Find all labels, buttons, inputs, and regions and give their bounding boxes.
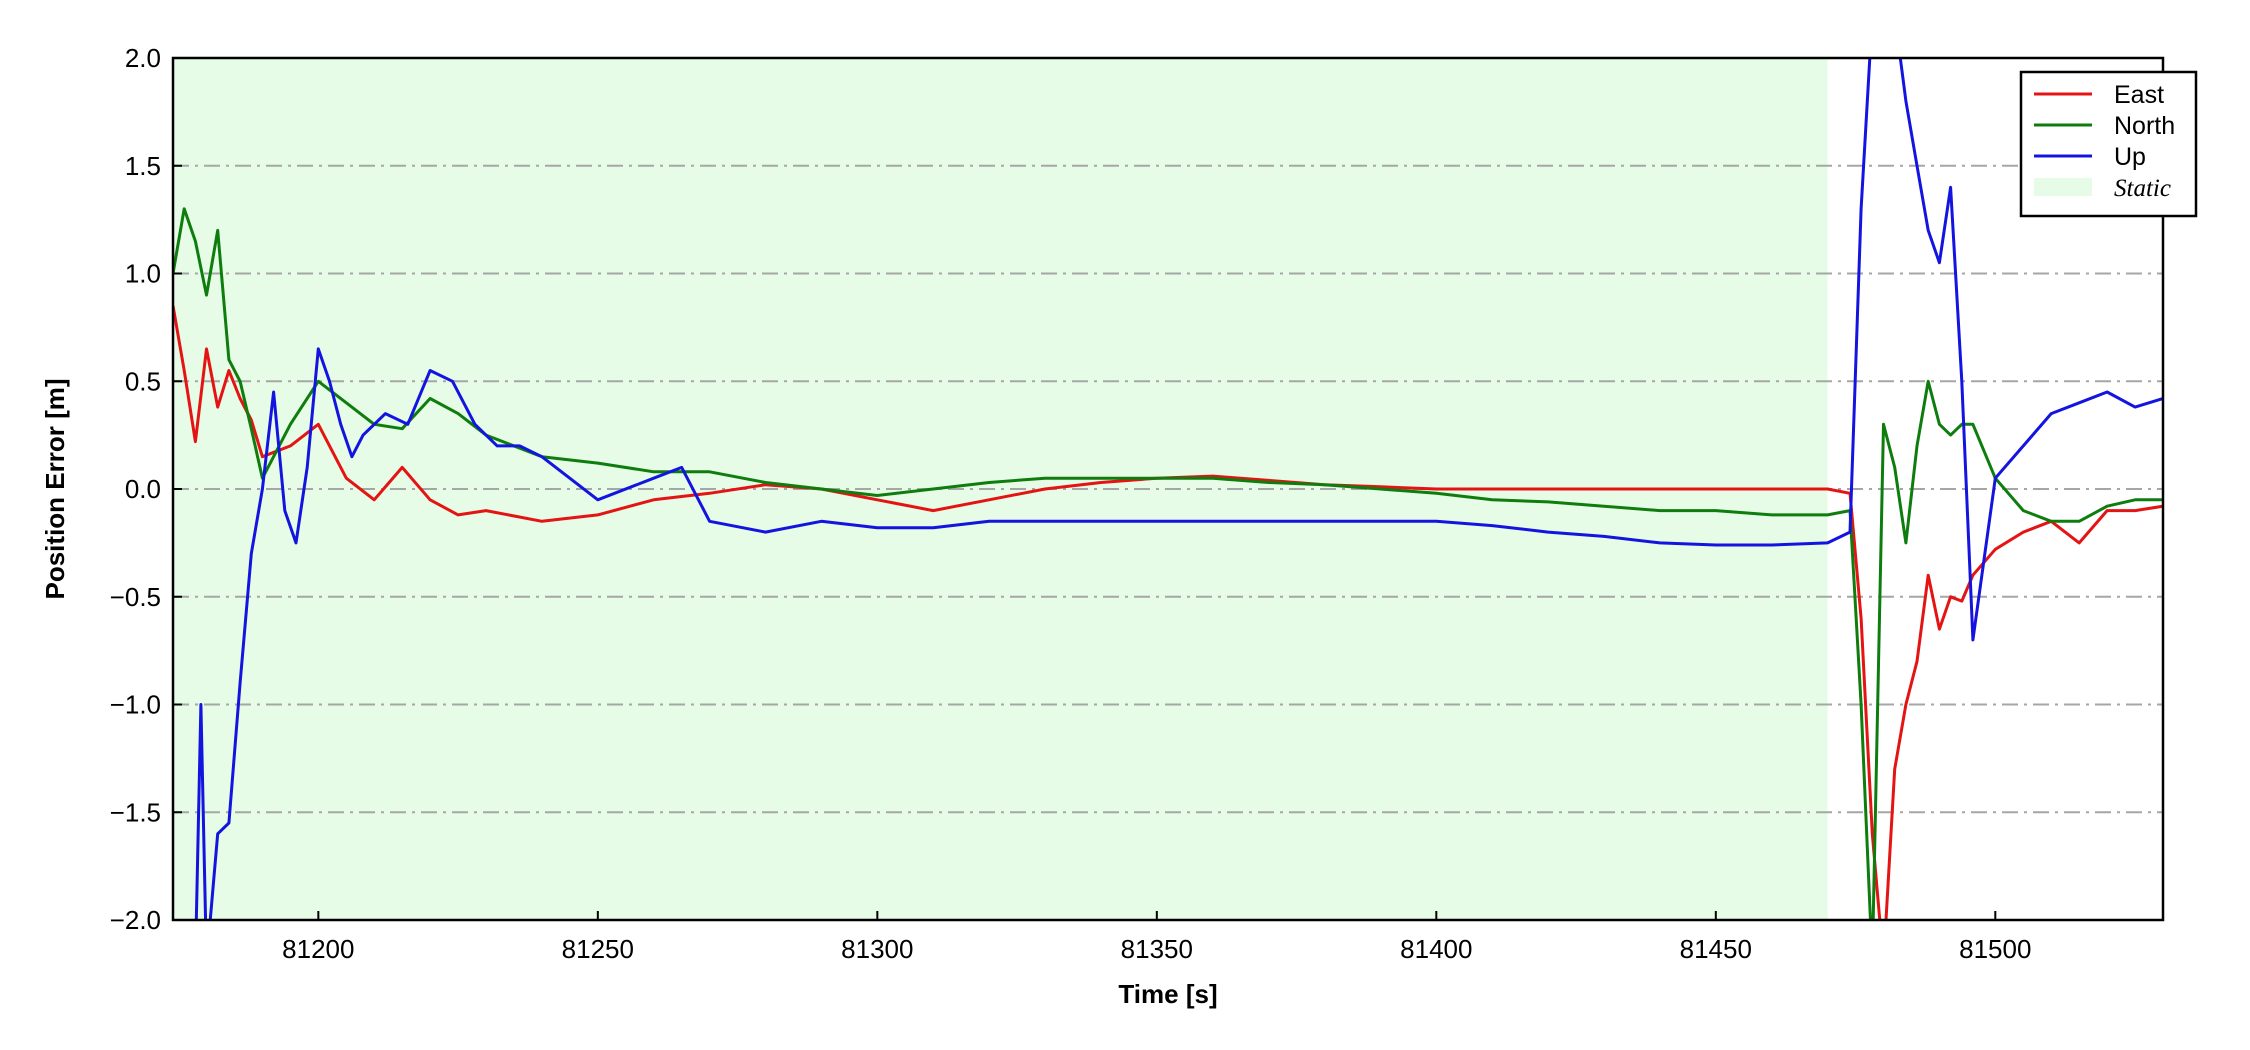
legend-label-east: East [2114,81,2164,109]
legend: East North Up Static [2019,70,2198,218]
y-tick-label: −2.0 [110,905,161,935]
x-axis-title: Time [s] [1118,979,1217,1009]
y-axis-title: Position Error [m] [40,378,70,599]
y-tick-label: 1.5 [125,151,161,181]
y-tick-label: 2.0 [125,43,161,73]
series-line-east [173,305,2163,920]
legend-swatch-static [2034,178,2092,196]
y-tick-label: 0.5 [125,366,161,396]
series-line-up [194,58,2163,920]
x-tick-label: 81300 [841,934,913,964]
y-tick-label: −0.5 [110,582,161,612]
y-tick-label: −1.0 [110,690,161,720]
x-tick-label: 81500 [1959,934,2031,964]
x-tick-label: 81400 [1400,934,1472,964]
y-tick-label: 0.0 [125,474,161,504]
legend-label-static: Static [2114,175,2171,202]
x-tick-label: 81200 [282,934,354,964]
x-tick-label: 81250 [562,934,634,964]
legend-label-north: North [2114,112,2175,140]
x-tick-label: 81350 [1121,934,1193,964]
y-tick-label: −1.5 [110,797,161,827]
y-tick-label: 1.0 [125,259,161,289]
legend-label-up: Up [2114,143,2146,171]
x-tick-label: 81450 [1680,934,1752,964]
